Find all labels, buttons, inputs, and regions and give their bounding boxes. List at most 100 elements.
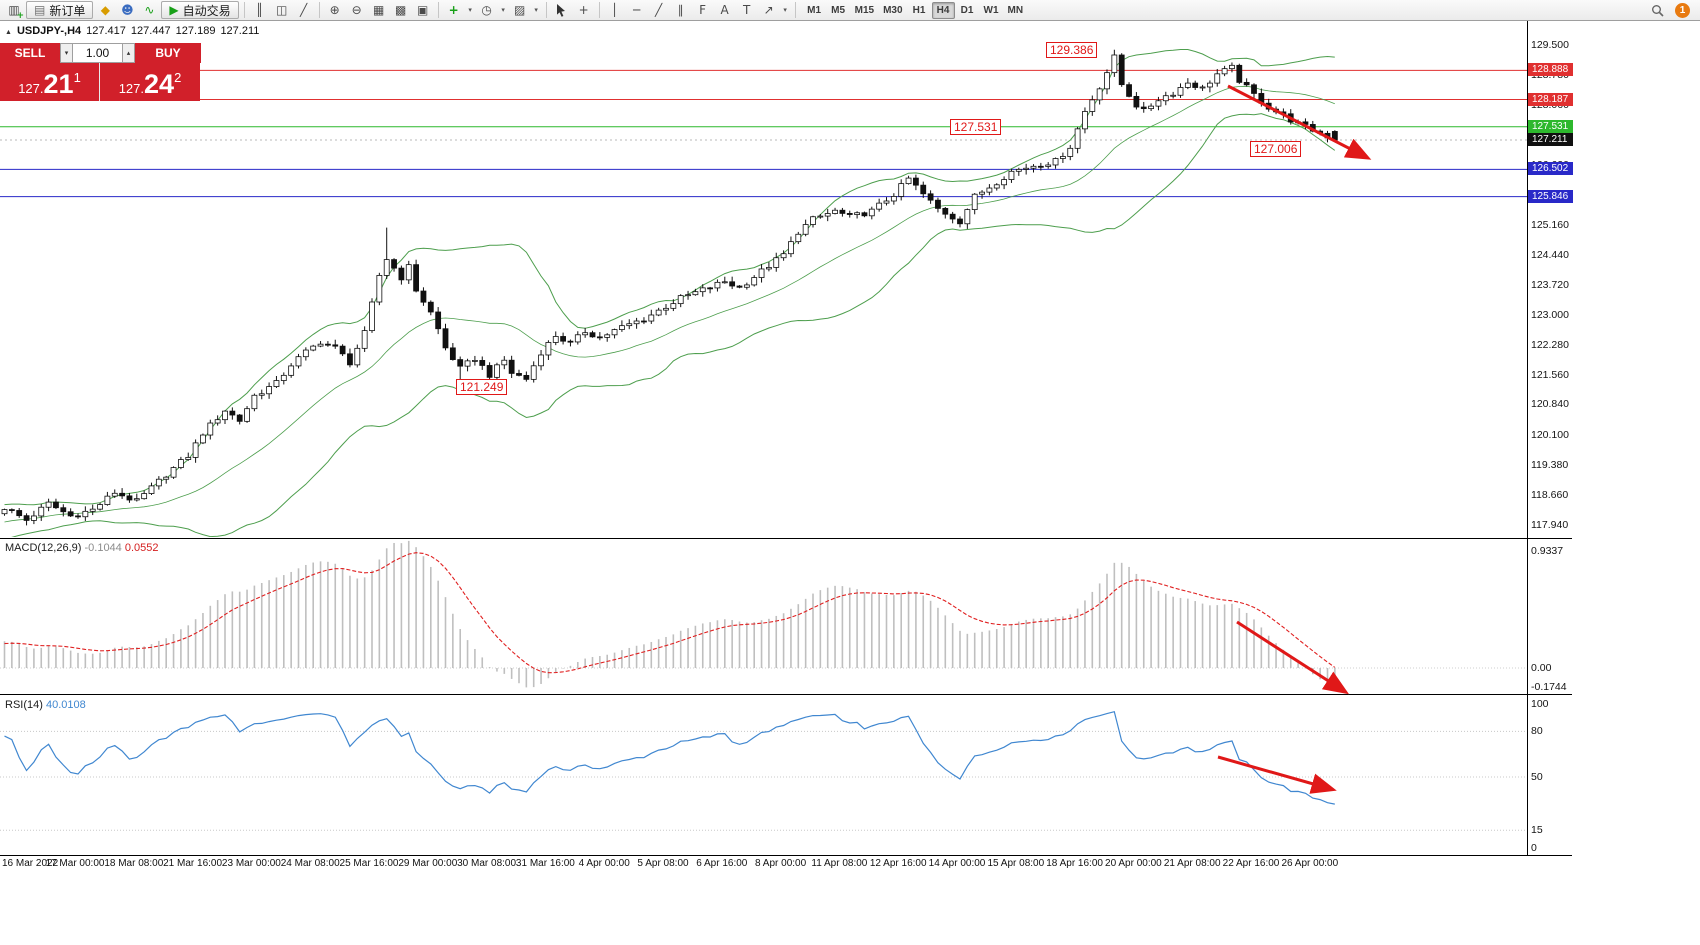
timeframe-m1[interactable]: M1 [807, 4, 822, 16]
indicators-dropdown[interactable]: ▾ [468, 7, 472, 14]
timeframe-mn[interactable]: MN [1007, 4, 1024, 16]
line-chart-icon[interactable]: ╱ [299, 3, 308, 17]
timeframe-w1[interactable]: W1 [983, 4, 999, 16]
trendline-tool-icon[interactable]: ╱ [654, 3, 663, 17]
candlestick-chart-icon[interactable]: ◫ [275, 3, 288, 17]
cursor-icon[interactable] [552, 2, 572, 19]
macd-label: MACD(12,26,9) -0.1044 0.0552 [5, 542, 159, 554]
market-watch-icon[interactable]: ◆ [100, 3, 110, 17]
cascade-windows-icon[interactable]: ▩ [394, 3, 407, 17]
time-axis-label: 4 Apr 00:00 [578, 858, 630, 869]
signals-icon[interactable]: ∿ [144, 3, 155, 17]
autotrade-button[interactable]: ▶ 自动交易 [161, 1, 239, 19]
bid-price[interactable]: 127. 21 1 [0, 63, 100, 101]
toolbar: ▥ + ▤ 新订单 ◆ ☻ ∿ ▶ 自动交易 ║ ◫ ╱ ⊕ ⊖ ▦ ▩ ▣ + ▾ … [0, 0, 1700, 21]
trend-arrow-main[interactable] [1227, 84, 1372, 160]
ask-pipette: 2 [174, 70, 182, 85]
volume-decrease-button[interactable]: ▾ [60, 43, 73, 63]
price-scale-label: 117.940 [1531, 518, 1569, 531]
price-scale-label: 124.440 [1531, 249, 1569, 261]
time-axis-label: 29 Mar 00:00 [398, 858, 458, 869]
price-annotation-121.249[interactable]: 121.249 [456, 379, 508, 396]
ask-price[interactable]: 127. 24 2 [100, 63, 200, 101]
sell-button[interactable]: SELL [0, 43, 60, 63]
time-axis-label: 15 Apr 08:00 [987, 858, 1045, 869]
tile-windows-icon[interactable]: ▦ [372, 3, 385, 17]
rsi-scale-label: 80 [1531, 725, 1543, 738]
periods-icon[interactable]: ◷ [481, 3, 492, 17]
toolbar-separator [437, 2, 439, 18]
crosshair-icon[interactable]: + [578, 3, 589, 17]
price-annotation-127.006[interactable]: 127.006 [1250, 140, 1302, 157]
fibonacci-tool-icon[interactable]: F [699, 3, 707, 17]
timeframe-h1[interactable]: H1 [912, 4, 926, 16]
ohlc-open: 127.417 [86, 25, 126, 37]
arrows-tool-icon[interactable]: ↗ [763, 3, 774, 17]
channel-tool-icon[interactable]: ∥ [677, 3, 684, 17]
templates-icon[interactable]: ▨ [513, 3, 526, 17]
profiles-icon[interactable]: ☻ [121, 3, 134, 17]
zoom-out-icon[interactable]: ⊖ [351, 3, 362, 17]
chart-glyph: ▥ [8, 3, 20, 17]
price-annotation-129.386[interactable]: 129.386 [1046, 41, 1098, 58]
macd-histogram [3, 540, 1336, 689]
play-icon: ▶ [169, 3, 179, 17]
search-icon[interactable] [1647, 2, 1667, 19]
buy-button[interactable]: BUY [135, 43, 201, 63]
price-scale-label: 121.560 [1531, 368, 1569, 381]
rsi-scale-label: 100 [1531, 698, 1549, 710]
price-badge-128.187: 128.187 [1528, 92, 1573, 106]
price-badge-127.531: 127.531 [1528, 119, 1573, 133]
price-badge-126.502: 126.502 [1528, 162, 1573, 176]
price-scale-label: 129.500 [1531, 39, 1569, 51]
vertical-line-tool-icon[interactable]: │ [610, 3, 619, 17]
time-axis-label: 20 Apr 00:00 [1105, 858, 1162, 869]
price-scale-label: 125.160 [1531, 219, 1569, 232]
rsi-scale-label: 15 [1531, 824, 1543, 837]
templates-dropdown[interactable]: ▾ [534, 7, 538, 14]
periods-dropdown[interactable]: ▾ [501, 7, 505, 14]
arrange-windows-icon[interactable]: ▣ [416, 3, 429, 17]
autotrade-label: 自动交易 [182, 3, 231, 18]
arrows-dropdown[interactable]: ▾ [783, 7, 787, 14]
time-axis-label: 6 Apr 16:00 [696, 858, 748, 869]
timeframe-m15[interactable]: M15 [854, 4, 875, 16]
zoom-in-icon[interactable]: ⊕ [329, 3, 340, 17]
timeframe-m5[interactable]: M5 [831, 4, 846, 16]
rsi-line [4, 710, 1335, 805]
volume-input[interactable] [73, 43, 122, 63]
price-scale-label: 120.100 [1531, 429, 1569, 442]
time-axis-label: 21 Apr 08:00 [1163, 858, 1221, 869]
new-order-button[interactable]: ▤ 新订单 [26, 1, 94, 19]
ask-prefix: 127. [118, 81, 145, 96]
time-axis-label: 8 Apr 00:00 [755, 858, 807, 869]
indicators-icon[interactable]: + [448, 3, 459, 17]
candlesticks [1, 49, 1338, 526]
timeframe-d1[interactable]: D1 [960, 4, 974, 16]
volume-increase-button[interactable]: ▴ [122, 43, 135, 63]
text-tool-icon[interactable]: A [720, 3, 729, 17]
macd-signal-line [4, 552, 1336, 674]
label-tool-icon[interactable]: T [742, 3, 751, 17]
trend-arrow-macd[interactable] [1236, 620, 1350, 695]
macd-scale-max: 0.9337 [1531, 545, 1564, 557]
horizontal-line-tool-icon[interactable]: ─ [632, 3, 641, 17]
notification-badge[interactable]: 1 [1675, 2, 1690, 18]
one-click-trading-panel: SELL ▾ ▴ BUY 127.211 127.242 [0, 43, 201, 101]
rsi-scale-label: 50 [1531, 771, 1543, 783]
macd-main-value: -0.1044 [84, 542, 122, 554]
new-chart-icon[interactable]: ▥ + [4, 2, 24, 20]
bar-chart-icon[interactable]: ║ [255, 3, 264, 17]
chart-corner-icon: ▲ [5, 29, 12, 36]
macd-name: MACD(12,26,9) [5, 542, 82, 554]
toolbar-separator [318, 2, 320, 18]
macd-scale-min: -0.1744 [1531, 681, 1567, 693]
bid-pipette: 1 [73, 70, 81, 85]
price-annotation-127.531[interactable]: 127.531 [950, 118, 1002, 135]
timeframe-h4[interactable]: H4 [931, 1, 955, 19]
time-axis-label: 25 Mar 16:00 [339, 858, 399, 869]
timeframe-m30[interactable]: M30 [883, 4, 903, 16]
toolbar-separator [243, 2, 245, 18]
trend-arrow-rsi[interactable] [1217, 755, 1337, 794]
